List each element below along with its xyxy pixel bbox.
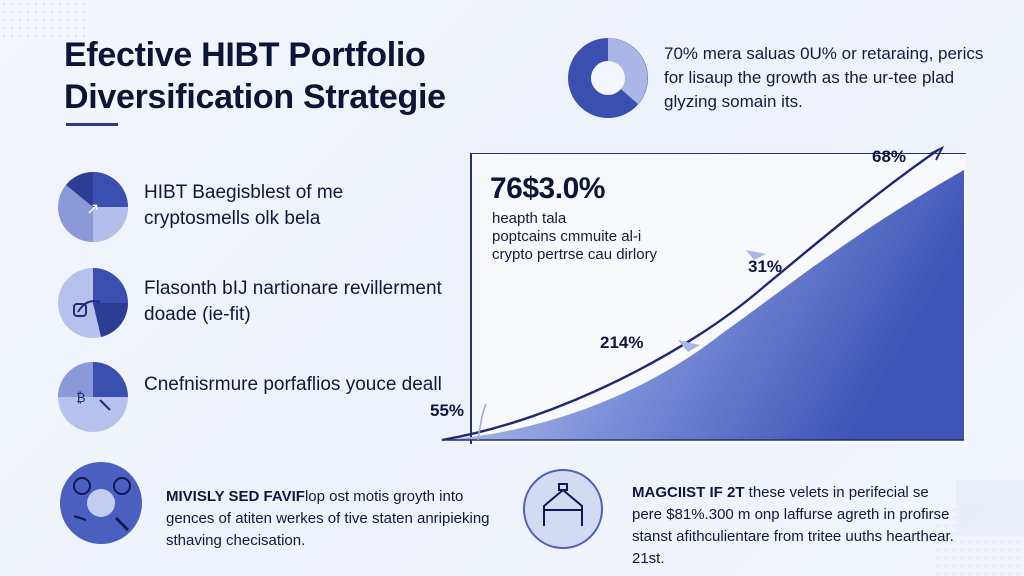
feature-item: ₿ Cnefnisrmure porfaflios youce deall — [56, 360, 456, 450]
svg-text:↗: ↗ — [86, 199, 99, 218]
bottom-left-lead: MIVISLY SED FAVIF — [166, 488, 305, 505]
donut-chart-icon — [568, 38, 648, 118]
stat-desc-line-2: poptcains cmmuite al-i — [492, 228, 642, 245]
chart-label-55: 55% — [430, 401, 464, 420]
bottom-right-body: these velets in perifecial se pere $81%.… — [632, 484, 954, 567]
stat-desc-line-3: crypto pertrse cau dirlory — [492, 246, 658, 263]
page-title: Efective HIBT Portfolio Diversification … — [64, 34, 534, 118]
pie-chart-icon — [58, 268, 128, 338]
title-line-1: Efective HIBT Portfolio — [64, 36, 426, 74]
svg-text:₿: ₿ — [76, 391, 86, 406]
title-line-2: Diversification Strategie — [64, 78, 446, 116]
feature-item: Flasonth bIJ nartionare revillerment doa… — [56, 266, 456, 356]
stat-value: 76$3.0% — [490, 172, 605, 205]
crypto-coins-icon — [60, 462, 142, 544]
chart-label-31: 31% — [748, 257, 782, 276]
top-note: 70% mera saluas 0U% or retaraing, perics… — [664, 44, 984, 111]
bottom-left-note: MIVISLY SED FAVIFlop ost motis groyth in… — [166, 486, 496, 552]
feature-text: Flasonth bIJ nartionare revillerment doa… — [144, 278, 442, 325]
bottom-left-body: lop ost motis groyth into gences of atit… — [166, 488, 490, 549]
corner-decoration — [956, 480, 1024, 536]
pie-chart-icon: ₿ — [58, 362, 128, 432]
bottom-right-note: MAGCIIST IF 2T these velets in perifecia… — [632, 482, 962, 570]
feature-text: Cnefnisrmure porfaflios youce deall — [144, 374, 442, 395]
chart-label-68: 68% — [872, 147, 906, 166]
area-fill — [442, 170, 964, 440]
house-icon — [523, 469, 603, 549]
growth-area-chart: 55% 214% 31% 68% — [430, 145, 964, 442]
dot-pattern-top-left — [0, 0, 90, 40]
pie-chart-icon: ↗ — [58, 172, 128, 242]
stat-desc-line-1: heapth tala — [492, 210, 567, 227]
bottom-right-lead: MAGCIIST IF 2T — [632, 484, 745, 501]
stat-description: heapth tala poptcains cmmuite al-i crypt… — [492, 210, 752, 264]
feature-item: ↗ HIBT Baegisblest of me cryptosmells ol… — [56, 170, 456, 260]
chart-label-214: 214% — [600, 333, 643, 352]
title-underline — [66, 123, 118, 126]
trend-line — [441, 149, 939, 442]
feature-text: HIBT Baegisblest of me cryptosmells olk … — [144, 182, 344, 229]
